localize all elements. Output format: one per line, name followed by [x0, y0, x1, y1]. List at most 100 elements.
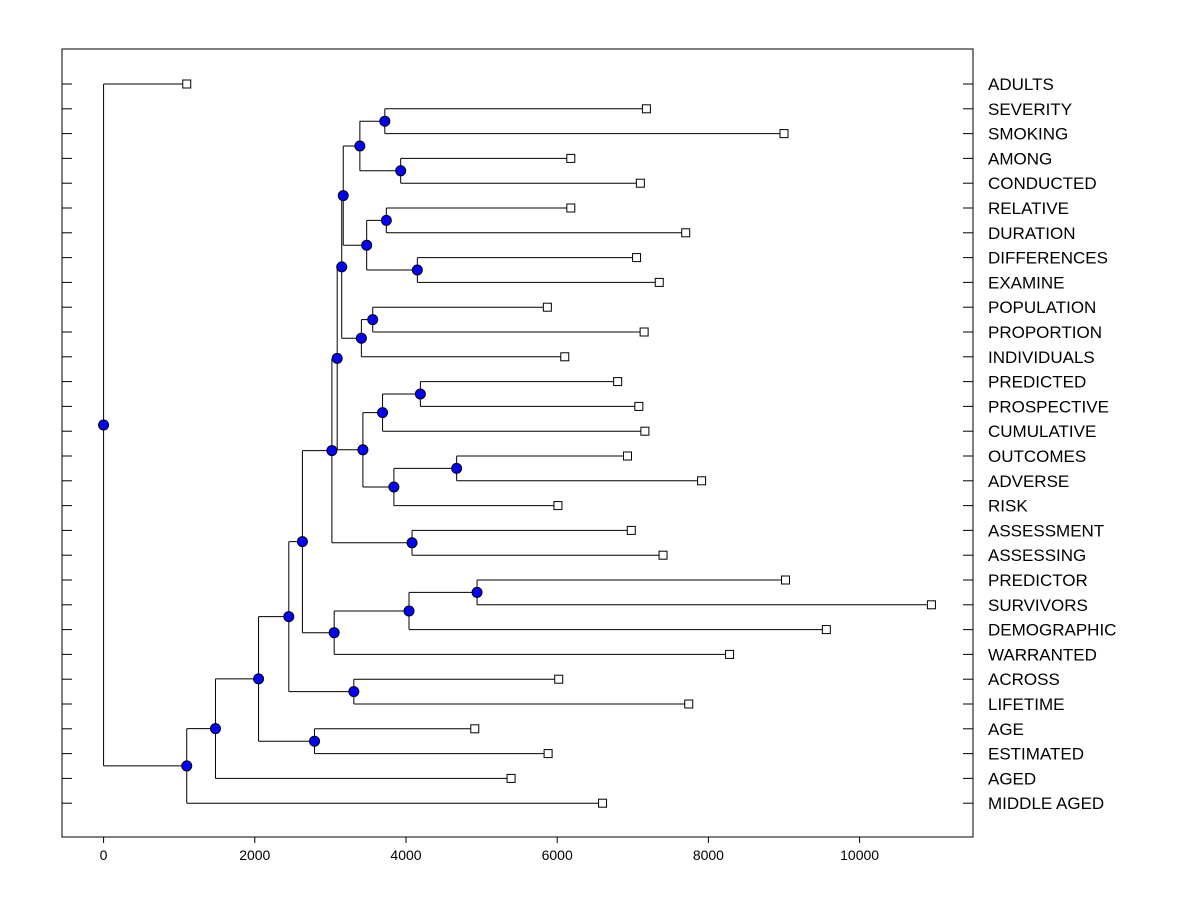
node-marker — [283, 611, 295, 623]
leaf-marker — [613, 377, 623, 387]
leaf-marker — [553, 501, 563, 511]
leaf-label: EXAMINE — [988, 273, 1065, 292]
node-marker — [471, 586, 483, 598]
leaf-marker — [641, 104, 651, 114]
node-marker — [181, 760, 193, 772]
node-marker — [348, 686, 360, 698]
leaf-label: POPULATION — [988, 298, 1096, 317]
leaf-marker — [697, 476, 707, 486]
leaf-marker — [566, 153, 576, 163]
leaf-marker — [658, 550, 668, 560]
leaf-marker — [639, 327, 649, 337]
node-marker — [209, 723, 221, 735]
leaf-label: RISK — [988, 497, 1028, 516]
node-marker — [296, 536, 308, 548]
leaf-marker — [821, 625, 831, 635]
leaf-label: ADVERSE — [988, 472, 1069, 491]
node-marker — [377, 407, 389, 419]
node-marker — [354, 140, 366, 152]
leaf-marker — [654, 277, 664, 287]
node-marker — [361, 239, 373, 251]
leaf-marker — [781, 575, 791, 585]
x-axis: 0 2000 4000 6000 8000 10000 — [62, 83, 973, 863]
leaf-marker — [542, 302, 552, 312]
leaf-label: CONDUCTED — [988, 174, 1097, 193]
leaf-marker — [684, 699, 694, 709]
branches — [103, 83, 932, 804]
node-marker — [379, 115, 391, 127]
x-tick-label: 2000 — [239, 847, 270, 863]
leaf-labels: ADULTS SEVERITY SMOKING AMONG CONDUCTED RELAT… — [988, 75, 1116, 813]
node-marker — [336, 261, 348, 273]
leaf-marker — [632, 253, 642, 263]
leaf-marker — [470, 724, 480, 734]
leaf-label: OUTCOMES — [988, 447, 1086, 466]
leaf-label: AGED — [988, 769, 1036, 788]
node-marker — [367, 314, 379, 326]
leaf-label: SEVERITY — [988, 100, 1072, 119]
x-tick-label: 6000 — [542, 847, 573, 863]
leaf-marker — [598, 798, 608, 808]
leaf-label: MIDDLE AGED — [988, 794, 1104, 813]
leaf-marker — [182, 79, 192, 89]
leaf-marker — [640, 426, 650, 436]
leaf-label: SURVIVORS — [988, 596, 1088, 615]
leaf-label: RELATIVE — [988, 199, 1069, 218]
leaf-label: INDIVIDUALS — [988, 348, 1095, 367]
x-tick-label: 10000 — [840, 847, 879, 863]
leaf-label: LIFETIME — [988, 695, 1065, 714]
leaf-marker — [779, 129, 789, 139]
leaf-label: ACROSS — [988, 670, 1060, 689]
node-marker — [414, 388, 426, 400]
node-marker — [380, 214, 392, 226]
x-tick-label: 4000 — [390, 847, 421, 863]
leaf-marker — [926, 600, 936, 610]
leaf-marker — [554, 674, 564, 684]
node-marker — [411, 264, 423, 276]
node-marker — [355, 332, 367, 344]
node-marker — [331, 352, 343, 364]
node-marker — [388, 481, 400, 493]
leaf-label: ASSESSING — [988, 546, 1086, 565]
leaf-label: CUMULATIVE — [988, 422, 1096, 441]
node-marker — [395, 165, 407, 177]
leaf-marker — [725, 649, 735, 659]
node-marker — [98, 419, 110, 431]
leaf-label: DURATION — [988, 224, 1076, 243]
leaf-marker — [634, 401, 644, 411]
node-marker — [253, 673, 265, 685]
leaf-marker — [506, 773, 516, 783]
plot-frame — [61, 48, 974, 838]
leaf-label: AGE — [988, 720, 1024, 739]
leaf-label: DEMOGRAPHIC — [988, 621, 1116, 640]
node-marker — [403, 605, 415, 617]
leaf-label: PROPORTION — [988, 323, 1102, 342]
leaf-label: ASSESSMENT — [988, 521, 1104, 540]
node-marker — [337, 190, 349, 202]
node-marker — [406, 537, 418, 549]
leaf-marker — [681, 228, 691, 238]
leaf-label: WARRANTED — [988, 645, 1097, 664]
leaf-marker — [623, 451, 633, 461]
leaf-label: DIFFERENCES — [988, 249, 1108, 268]
node-marker — [357, 444, 369, 456]
leaf-label: ADULTS — [988, 75, 1054, 94]
leaf-label: SMOKING — [988, 125, 1068, 144]
x-tick-label: 0 — [100, 847, 108, 863]
leaf-marker — [543, 749, 553, 759]
leaf-marker — [560, 352, 570, 362]
leaf-label: ESTIMATED — [988, 745, 1084, 764]
node-marker — [328, 627, 340, 639]
leaf-label: AMONG — [988, 149, 1052, 168]
leaf-marker — [626, 525, 636, 535]
x-tick-label: 8000 — [693, 847, 724, 863]
leaf-label: PREDICTOR — [988, 571, 1088, 590]
leaf-marker — [566, 203, 576, 213]
node-marker — [309, 735, 321, 747]
node-marker — [451, 462, 463, 474]
leaf-marker — [635, 178, 645, 188]
node-marker — [326, 445, 338, 457]
markers — [98, 79, 936, 808]
leaf-label: PROSPECTIVE — [988, 397, 1109, 416]
leaf-label: PREDICTED — [988, 373, 1086, 392]
